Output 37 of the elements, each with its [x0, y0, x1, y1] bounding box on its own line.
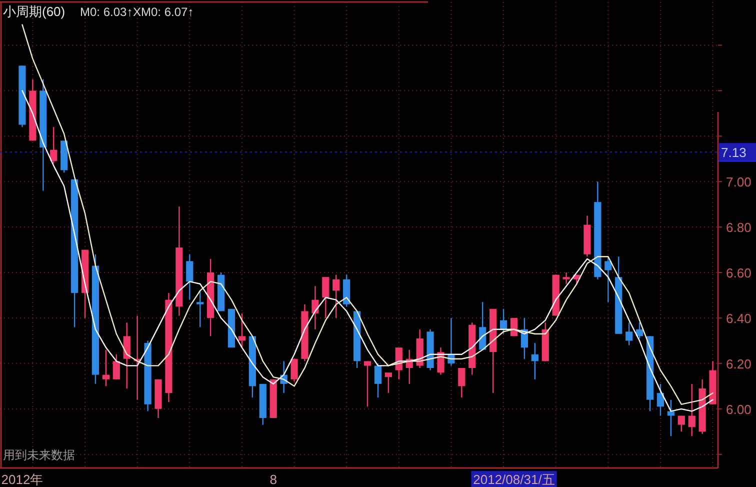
candlestick	[186, 254, 194, 300]
candlestick	[656, 383, 664, 416]
candlestick	[604, 256, 612, 303]
candlestick	[50, 126, 58, 164]
candlestick	[123, 322, 130, 390]
candlestick	[678, 415, 685, 432]
annotation: M0: 6.03↑	[80, 5, 133, 19]
y-tick-label: 6.60	[726, 266, 752, 281]
candlestick	[112, 354, 120, 380]
annotation: XM0: 6.07↑	[133, 5, 194, 19]
x-tick-label: 8	[270, 472, 277, 487]
candlestick	[374, 362, 382, 398]
ref-line-label: 7.13	[721, 145, 746, 160]
candlestick	[238, 312, 246, 348]
candlestick	[332, 274, 340, 319]
candlestick	[667, 399, 674, 437]
candlestick	[364, 360, 372, 408]
x-tick-label: 2012/08/31/五	[473, 472, 555, 487]
x-tick-label: 2012年	[1, 472, 44, 487]
candlestick	[626, 322, 633, 346]
candlestick	[688, 383, 696, 437]
candlestick	[322, 276, 330, 319]
candlestick	[102, 349, 110, 387]
y-tick-label: 6.40	[726, 310, 752, 326]
candlestick	[562, 272, 570, 284]
annotation: 用到未来数据	[3, 448, 75, 462]
chart-title: 小周期(60)	[3, 4, 66, 19]
y-tick-label: 6.80	[726, 220, 752, 236]
candlestick	[531, 342, 538, 380]
y-tick-label: 6.00	[726, 402, 752, 417]
candlestick	[290, 358, 298, 382]
candlestick	[196, 290, 204, 328]
candlestick	[500, 308, 508, 334]
candlestick	[384, 372, 392, 394]
y-tick-label: 7.00	[726, 174, 752, 190]
candlestick	[458, 367, 466, 398]
y-tick-label: 6.20	[726, 356, 752, 372]
